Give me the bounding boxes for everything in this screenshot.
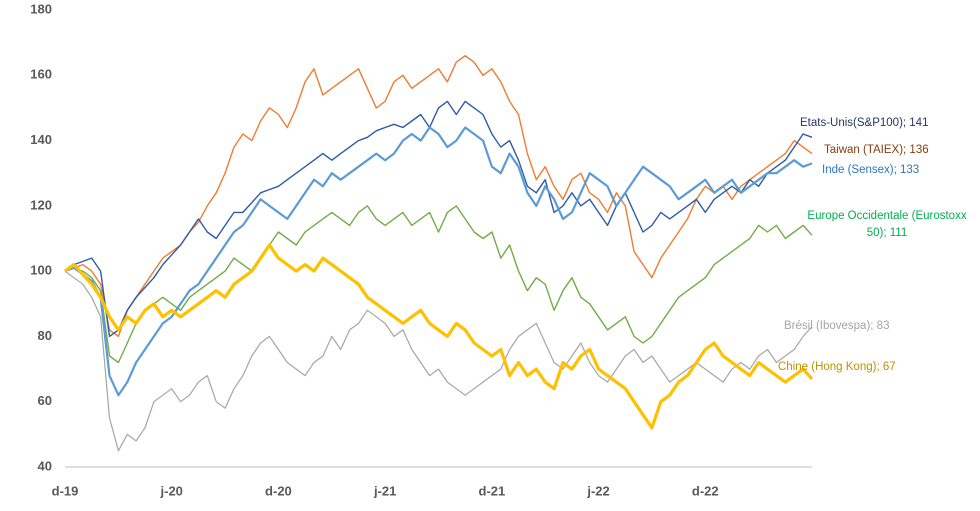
series-label: 50); 111	[867, 227, 908, 239]
series-label: Europe Occidentale (Eurostoxx	[807, 210, 966, 222]
x-tick-label: d-21	[478, 483, 505, 498]
y-tick-label: 40	[38, 458, 52, 473]
series-label: Brésil (Ibovespa); 83	[784, 320, 889, 332]
x-tick-label: j-21	[373, 483, 396, 498]
series-label: Inde (Sensex); 133	[822, 164, 919, 176]
series-line	[64, 270, 813, 452]
series-label: Etats-Unis(S&P100); 141	[800, 117, 928, 129]
x-tick-label: j-22	[586, 483, 609, 498]
y-tick-label: 100	[30, 263, 52, 278]
series-label: Taiwan (TAIEX); 136	[824, 144, 929, 156]
x-tick-label: j-20	[160, 483, 183, 498]
series-label: Chine (Hong Kong); 67	[778, 361, 896, 373]
series-line	[64, 55, 813, 338]
series-line	[64, 243, 814, 430]
series-line	[64, 100, 813, 338]
y-tick-label: 80	[38, 328, 52, 343]
x-tick-label: d-19	[52, 483, 79, 498]
series-line	[64, 205, 813, 364]
x-tick-label: d-22	[692, 483, 719, 498]
x-tick-label: d-20	[265, 483, 292, 498]
y-tick-label: 160	[30, 67, 52, 82]
series-line	[64, 126, 813, 397]
y-tick-label: 60	[38, 393, 52, 408]
y-tick-label: 140	[30, 132, 52, 147]
y-tick-label: 180	[30, 1, 52, 16]
y-tick-label: 120	[30, 197, 52, 212]
